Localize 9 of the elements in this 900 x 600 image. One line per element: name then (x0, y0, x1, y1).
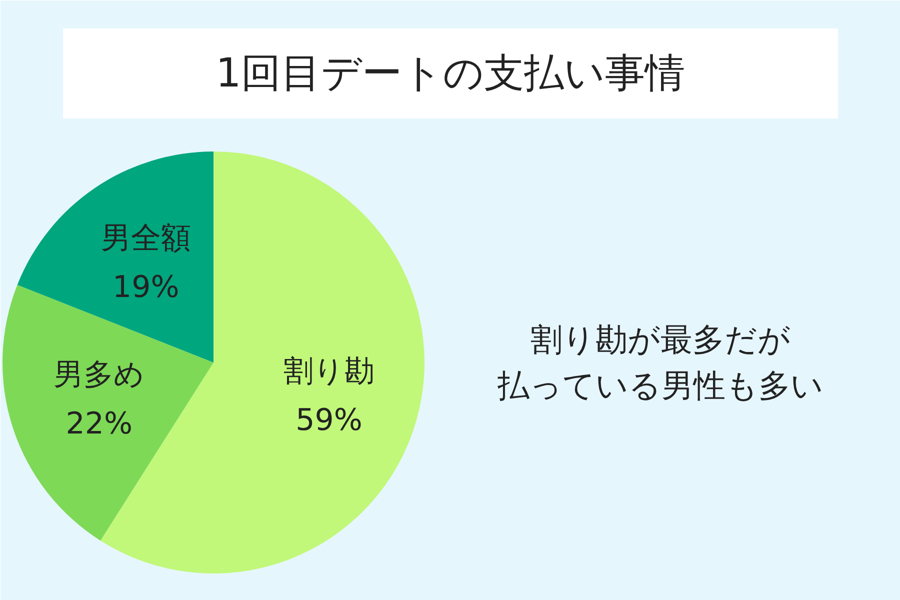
data-label: 22% (66, 406, 132, 442)
chart-title: 1回目デートの支払い事情 (216, 50, 686, 96)
slice-label: 男全額 (100, 221, 191, 256)
data-label: 59% (296, 403, 362, 438)
slice-label: 男多め (54, 358, 145, 393)
text: 割り勘が最多だが (530, 320, 790, 358)
slice-label: 割り勘 (283, 354, 374, 390)
text: 払っている男性も多い (496, 366, 824, 404)
data-label: 19% (112, 270, 180, 306)
